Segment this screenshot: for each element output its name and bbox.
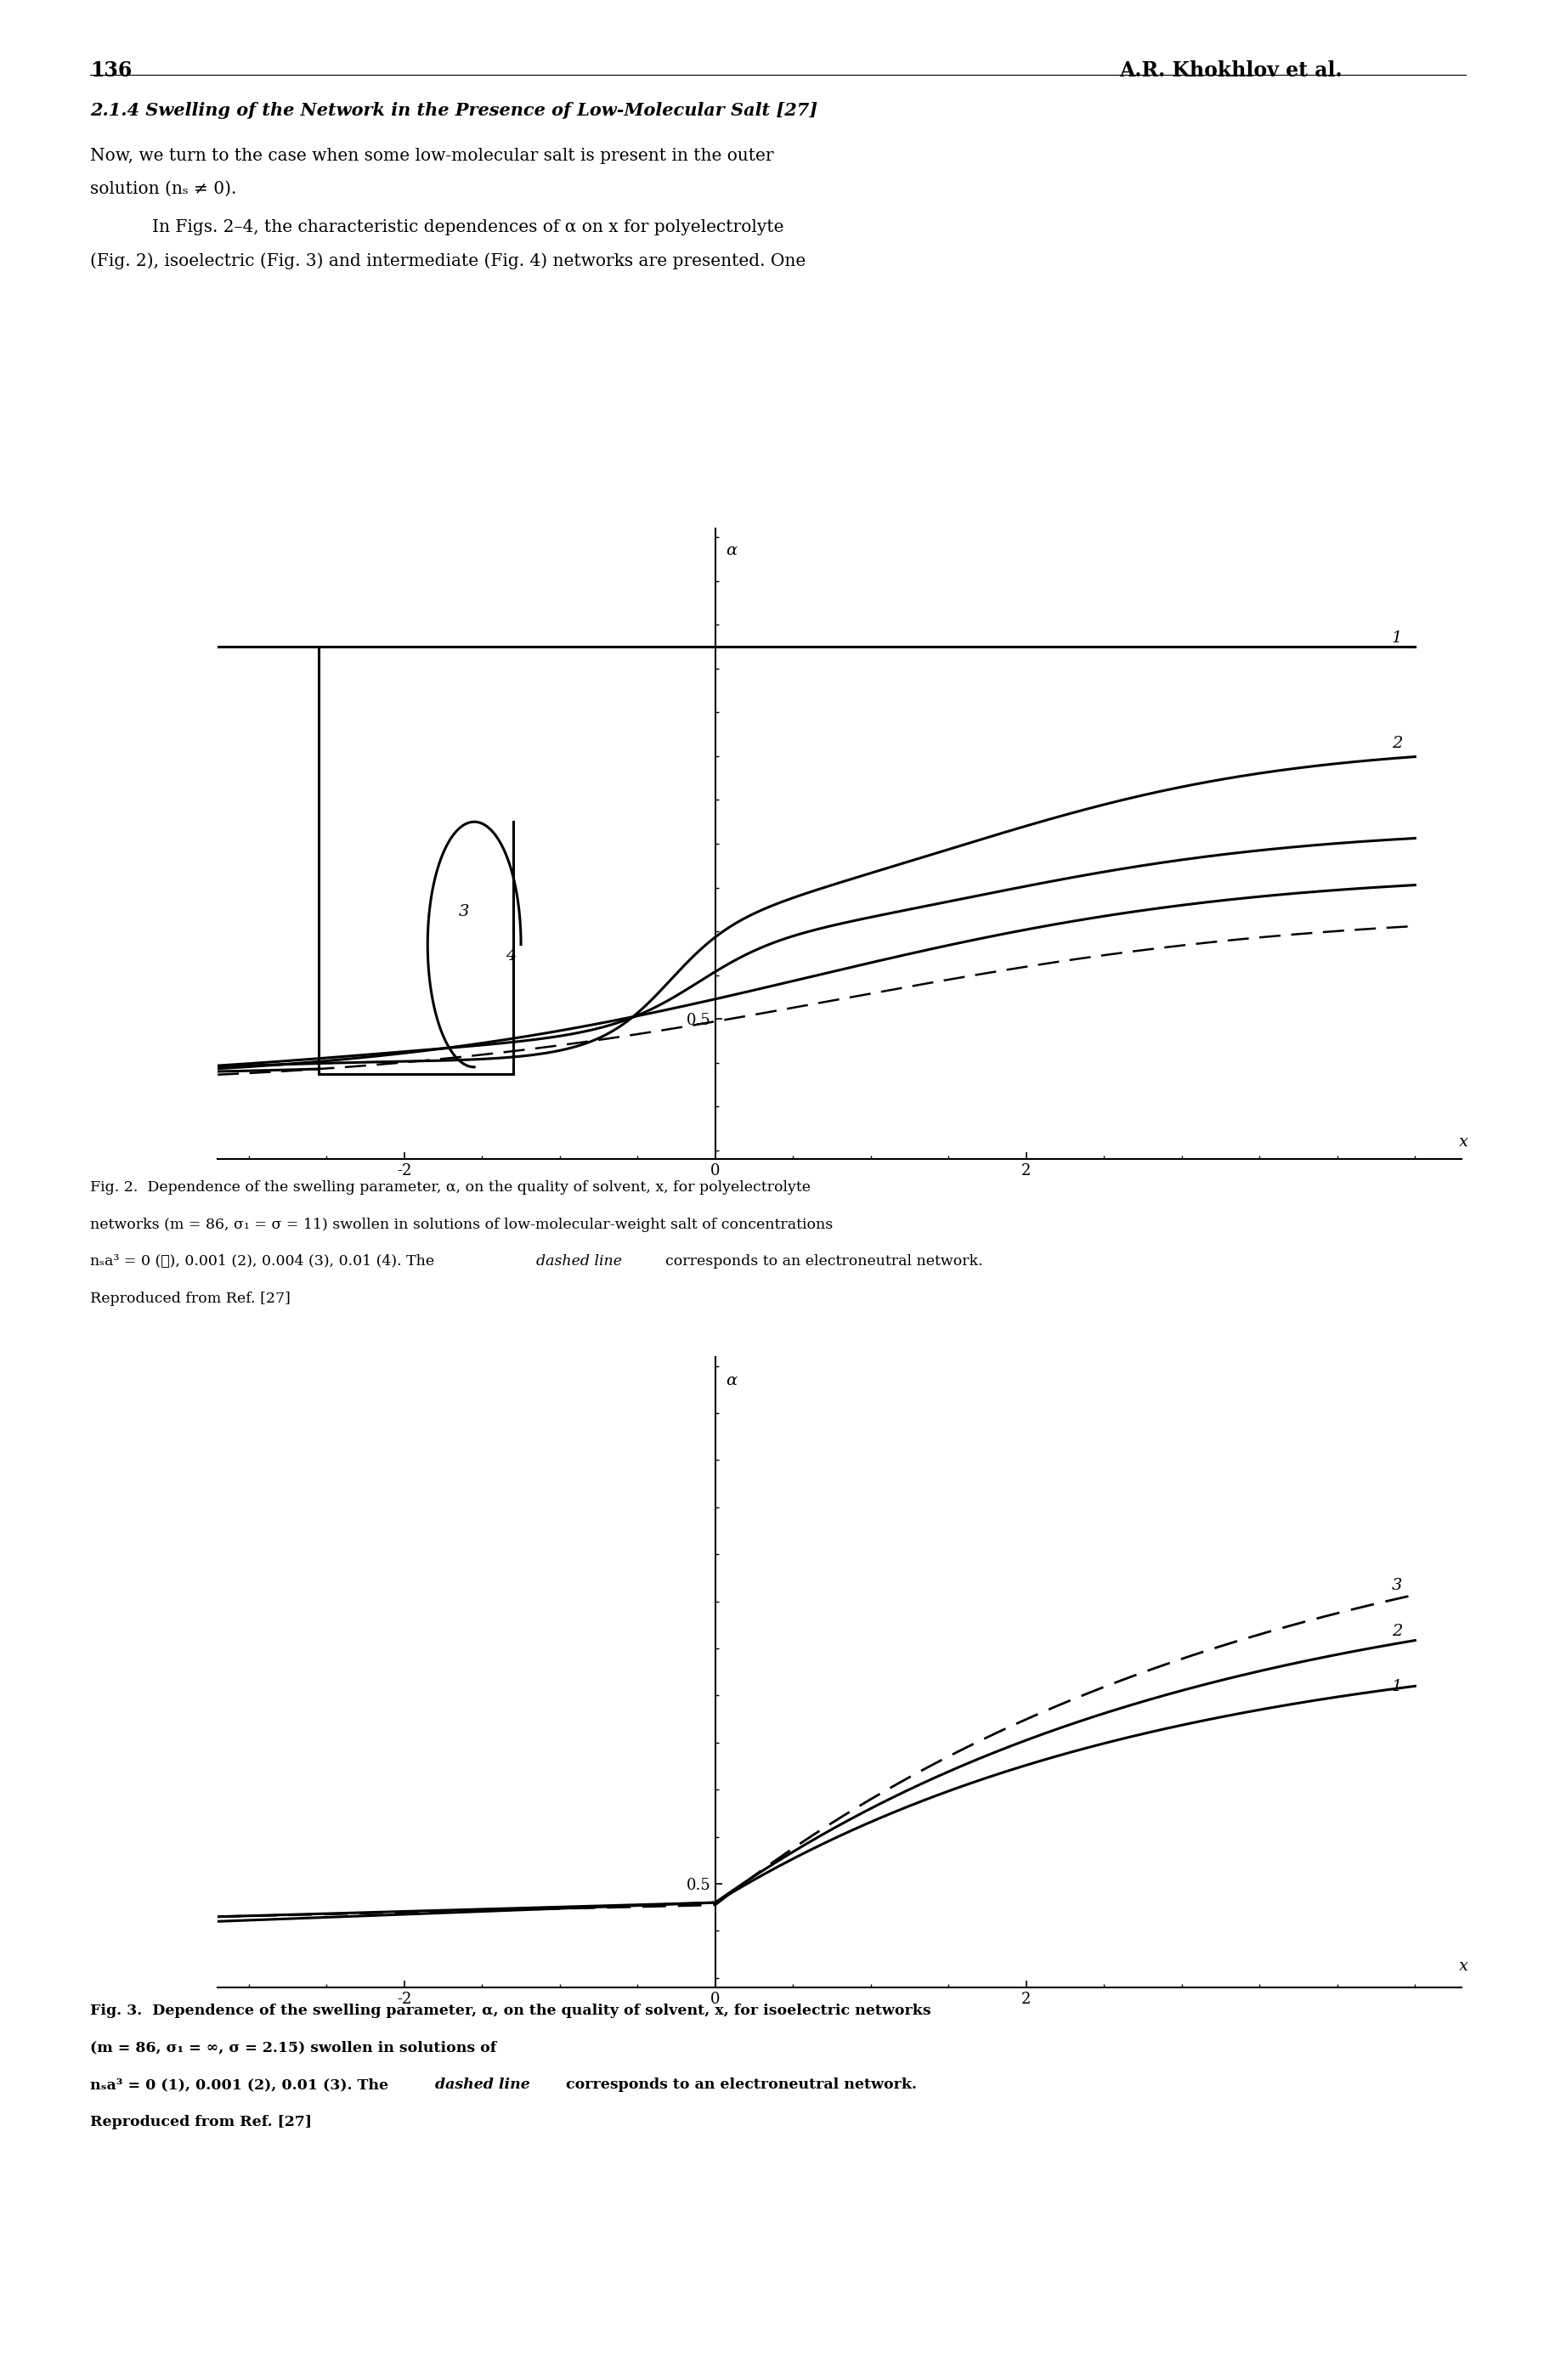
Text: Fig. 3.  Dependence of the swelling parameter, α, on the quality of solvent, x, : Fig. 3. Dependence of the swelling param… [90,2004,931,2018]
Text: solution (nₛ ≠ 0).: solution (nₛ ≠ 0). [90,181,236,198]
Text: Now, we turn to the case when some low-molecular salt is present in the outer: Now, we turn to the case when some low-m… [90,148,774,164]
Text: corresponds to an electroneutral network.: corresponds to an electroneutral network… [666,1254,983,1269]
Text: corresponds to an electroneutral network.: corresponds to an electroneutral network… [566,2078,917,2092]
Text: x: x [1459,1959,1468,1975]
Text: 136: 136 [90,60,132,81]
Text: 3: 3 [1392,1578,1403,1595]
Text: 2: 2 [1392,1623,1403,1640]
Text: α: α [726,543,737,557]
Text: In Figs. 2–4, the characteristic dependences of α on x for polyelectrolyte: In Figs. 2–4, the characteristic depende… [152,219,784,236]
Text: 2: 2 [1392,735,1403,750]
Text: 3: 3 [459,904,470,919]
Text: 1: 1 [1392,631,1403,645]
Text: dashed line: dashed line [435,2078,530,2092]
Text: 2.1.4 Swelling of the Network in the Presence of Low-Molecular Salt [27]: 2.1.4 Swelling of the Network in the Pre… [90,102,818,119]
Text: nₛa³ = 0 (1), 0.001 (2), 0.01 (3). The: nₛa³ = 0 (1), 0.001 (2), 0.01 (3). The [90,2078,393,2092]
Text: networks (m = 86, σ₁ = σ = 11) swollen in solutions of low-molecular-weight salt: networks (m = 86, σ₁ = σ = 11) swollen i… [90,1219,833,1233]
Text: dashed line: dashed line [536,1254,622,1269]
Text: 1: 1 [1392,1678,1403,1695]
Text: nₛa³ = 0 (ℓ), 0.001 (2), 0.004 (3), 0.01 (4). The: nₛa³ = 0 (ℓ), 0.001 (2), 0.004 (3), 0.01… [90,1254,439,1269]
Text: α: α [726,1373,737,1388]
Text: Fig. 2.  Dependence of the swelling parameter, α, on the quality of solvent, x, : Fig. 2. Dependence of the swelling param… [90,1180,810,1195]
Text: x: x [1459,1133,1468,1150]
Text: (Fig. 2), isoelectric (Fig. 3) and intermediate (Fig. 4) networks are presented.: (Fig. 2), isoelectric (Fig. 3) and inter… [90,252,805,269]
Text: (m = 86, σ₁ = ∞, σ = 2.15) swollen in solutions of: (m = 86, σ₁ = ∞, σ = 2.15) swollen in so… [90,2040,502,2056]
Text: Reproduced from Ref. [27]: Reproduced from Ref. [27] [90,2113,313,2130]
Text: Reproduced from Ref. [27]: Reproduced from Ref. [27] [90,1290,291,1307]
Text: A.R. Khokhlov et al.: A.R. Khokhlov et al. [1120,60,1344,81]
Text: 4: 4 [505,947,516,964]
